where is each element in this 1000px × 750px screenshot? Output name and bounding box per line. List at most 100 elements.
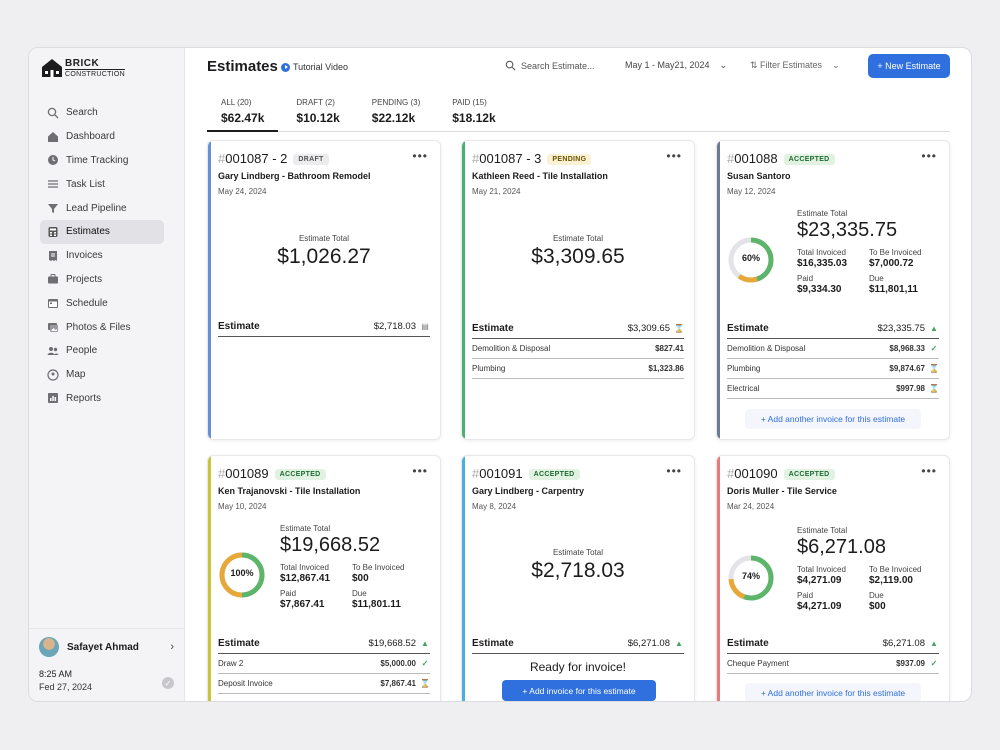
brand-line1: BRICK xyxy=(65,58,100,69)
status-badge: DRAFT xyxy=(293,154,329,165)
invoice-line[interactable]: Deposit Invoice $7,867.41 ⌛ xyxy=(218,674,430,694)
estimate-rows: Estimate $3,309.65 ⌛ Demolition & Disposal… xyxy=(472,319,684,379)
brand-logo[interactable]: BRICK CONSTRUCTION xyxy=(41,58,125,78)
sidebar-item-projects[interactable]: Projects xyxy=(40,268,164,292)
sidebar-item-map[interactable]: Map xyxy=(40,363,164,387)
estimate-card[interactable]: #001088 ACCEPTED ••• Susan Santoro May 12… xyxy=(716,140,950,440)
date-range-select[interactable]: May 1 - May21, 2024 ⌄ xyxy=(625,60,727,71)
invoice-icon xyxy=(47,250,59,262)
estimate-number: #001089 ACCEPTED xyxy=(218,466,326,481)
to-be-invoiced-value: $7,000.72 xyxy=(869,258,914,269)
estimate-row[interactable]: Estimate $6,271.08 ▲ xyxy=(472,634,684,654)
tab-pending[interactable]: PENDING (3) $22.12k xyxy=(358,98,434,131)
sidebar-item-estimates[interactable]: Estimates xyxy=(40,219,164,244)
more-icon[interactable]: ••• xyxy=(921,149,937,163)
add-invoice-button[interactable]: + Add invoice for this estimate xyxy=(502,680,656,701)
tutorial-link[interactable]: Tutorial Video xyxy=(281,62,348,72)
sidebar-item-lead-pipeline[interactable]: Lead Pipeline xyxy=(40,196,164,220)
people-icon xyxy=(47,345,59,357)
invoice-line[interactable]: Plumbing $1,323.86 xyxy=(472,359,684,379)
estimate-row[interactable]: Estimate $19,668.52 ▲ xyxy=(218,634,430,654)
sidebar-item-invoices[interactable]: Invoices xyxy=(40,244,164,268)
sidebar-item-label: Search xyxy=(66,107,98,119)
estimate-number-value: 001091 xyxy=(479,466,523,481)
sidebar-item-task-list[interactable]: Task List xyxy=(40,172,164,196)
to-be-invoiced-label: To Be Invoiced xyxy=(352,563,405,572)
invoice-line[interactable]: Draw 2 $5,000.00 ✓ xyxy=(218,654,430,674)
client-name: Kathleen Reed - Tile Installation xyxy=(472,171,608,181)
more-icon[interactable]: ••• xyxy=(412,149,428,163)
estimate-card[interactable]: #001091 ACCEPTED ••• Gary Lindberg - Carp… xyxy=(461,455,695,701)
sidebar-item-label: Schedule xyxy=(66,297,108,309)
user-profile[interactable]: Safayet Ahmad › xyxy=(39,637,174,657)
invoice-line[interactable]: Electrical $997.98 ⌛ xyxy=(727,379,939,399)
estimate-row[interactable]: Estimate $23,335.75 ▲ xyxy=(727,319,939,339)
sidebar-item-people[interactable]: People xyxy=(40,339,164,363)
more-icon[interactable]: ••• xyxy=(921,464,937,478)
due-value: $00 xyxy=(869,601,886,612)
estimate-number: #001087 - 2 DRAFT xyxy=(218,151,329,166)
client-name: Gary Lindberg - Carpentry xyxy=(472,486,585,496)
estimate-row-label: Estimate xyxy=(472,323,514,334)
add-another-invoice-button[interactable]: + Add another invoice for this estimate xyxy=(745,683,921,701)
hourglass-icon: ⌛ xyxy=(420,679,430,688)
estimate-rows: Estimate $23,335.75 ▲ Demolition & Disposa… xyxy=(727,319,939,399)
progress-donut: 74% xyxy=(727,554,775,602)
sidebar-item-search[interactable]: Search xyxy=(40,101,164,125)
totals-block: Estimate Total $23,335.75 Total Invoiced… xyxy=(797,209,939,295)
invoice-line[interactable]: Cheque Payment $937.09 ✓ xyxy=(727,654,939,674)
app-window: BRICK CONSTRUCTION Search Dashboard Time… xyxy=(28,47,972,702)
estimate-total-label: Estimate Total xyxy=(298,234,350,243)
invoice-line-name: Draw 2 xyxy=(218,659,244,668)
sidebar-item-schedule[interactable]: Schedule xyxy=(40,291,164,315)
client-name: Susan Santoro xyxy=(727,171,791,181)
more-icon[interactable]: ••• xyxy=(666,149,682,163)
filter-select[interactable]: ⇅ Filter Estimates ⌄ xyxy=(750,60,840,71)
hash-symbol: # xyxy=(218,151,226,166)
estimate-total-value: $23,335.75 xyxy=(797,219,898,241)
list-icon xyxy=(47,178,59,190)
invoice-line-amount: $827.41 xyxy=(655,344,684,353)
estimate-card[interactable]: #001087 - 3 PENDING ••• Kathleen Reed - T… xyxy=(461,140,695,440)
tab-paid[interactable]: PAID (15) $18.12k xyxy=(438,98,509,131)
client-name: Doris Muller - Tile Service xyxy=(727,486,837,496)
due-label: Due xyxy=(869,274,884,283)
more-icon[interactable]: ••• xyxy=(666,464,682,478)
sidebar-item-dashboard[interactable]: Dashboard xyxy=(40,125,164,149)
sidebar-item-time-tracking[interactable]: Time Tracking xyxy=(40,149,164,173)
tab-all[interactable]: ALL (20) $62.47k xyxy=(207,98,279,132)
estimate-card[interactable]: #001090 ACCEPTED ••• Doris Muller - Tile … xyxy=(716,455,950,701)
chevron-right-icon[interactable]: › xyxy=(170,641,174,653)
estimate-card[interactable]: #001089 ACCEPTED ••• Ken Trajanovski - Ti… xyxy=(207,455,441,701)
search-input[interactable]: Search Estimate... xyxy=(505,60,595,71)
invoice-line-name: Plumbing xyxy=(727,364,761,373)
estimate-row-amount: $23,335.75 xyxy=(877,323,925,334)
invoice-line[interactable]: Demolition & Disposal $827.41 xyxy=(472,339,684,359)
thumbs-up-icon: ▲ xyxy=(930,639,938,648)
estimate-rows: Estimate $6,271.08 ▲ xyxy=(472,634,684,654)
invoice-line[interactable]: Plumbing $9,874.67 ⌛ xyxy=(727,359,939,379)
sidebar-item-photos-files[interactable]: Photos & Files xyxy=(40,315,164,339)
invoice-line-amount: $997.98 xyxy=(896,384,925,393)
invoice-line-amount: $1,323.86 xyxy=(648,364,684,373)
estimate-card[interactable]: #001087 - 2 DRAFT ••• Gary Lindberg - Bat… xyxy=(207,140,441,440)
estimate-row[interactable]: Estimate $6,271.08 ▲ xyxy=(727,634,939,654)
total-invoiced-label: Total Invoiced xyxy=(797,565,846,574)
paid-label: Paid xyxy=(797,591,814,600)
date-range-value: May 1 - May21, 2024 xyxy=(625,60,710,70)
totals-grid: Total Invoiced To Be Invoiced $4,271.09 $2… xyxy=(797,565,939,612)
estimate-total-label: Estimate Total xyxy=(797,526,848,535)
more-icon[interactable]: ••• xyxy=(412,464,428,478)
new-estimate-button[interactable]: + New Estimate xyxy=(868,54,950,78)
check-icon: ✓ xyxy=(930,344,938,353)
filter-icon: ⇅ xyxy=(750,60,761,70)
add-another-invoice-button[interactable]: + Add another invoice for this estimate xyxy=(745,409,921,429)
total-invoiced-value: $12,867.41 xyxy=(280,573,331,584)
invoice-line[interactable]: Demolition & Disposal $8,968.33 ✓ xyxy=(727,339,939,359)
sidebar-item-reports[interactable]: Reports xyxy=(40,387,164,411)
tab-draft[interactable]: DRAFT (2) $10.12k xyxy=(282,98,353,131)
donut-remaining-arc xyxy=(728,237,774,283)
estimate-row[interactable]: Estimate $2,718.03 ▤ xyxy=(218,317,430,337)
estimate-row[interactable]: Estimate $3,309.65 ⌛ xyxy=(472,319,684,339)
donut-paid-arc xyxy=(728,555,774,601)
